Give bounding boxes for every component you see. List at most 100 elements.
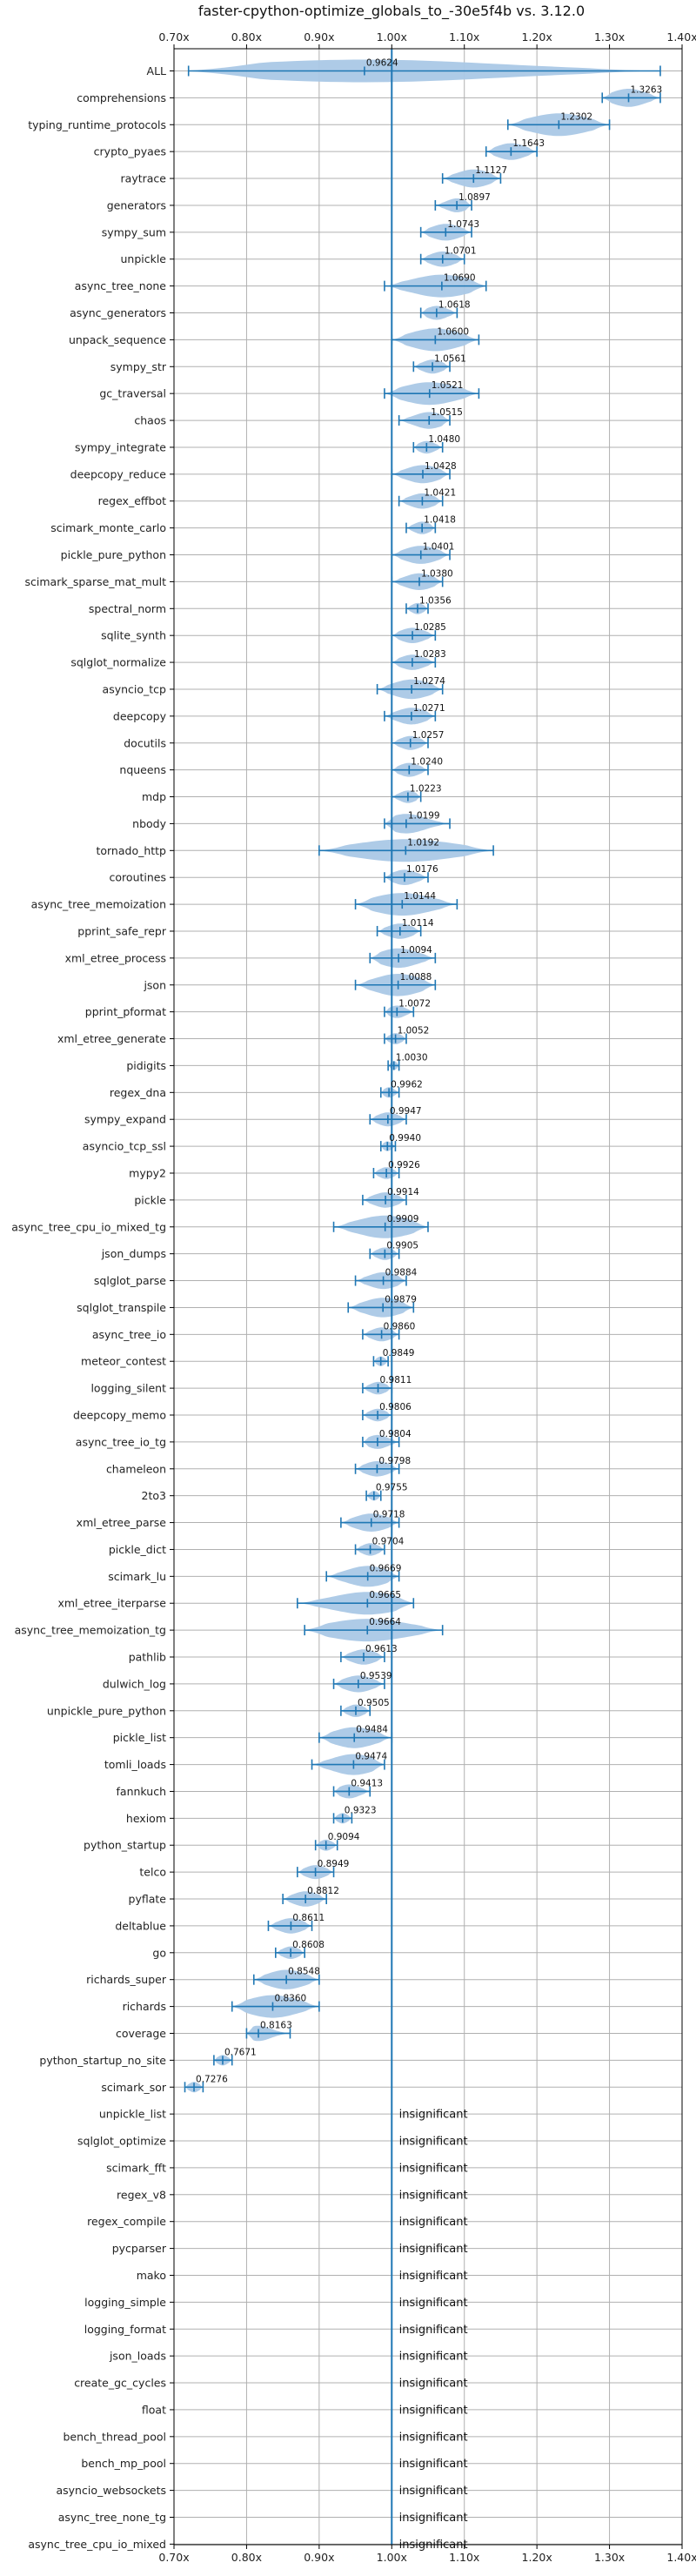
category-label: pycparser (112, 2242, 167, 2255)
insignificant-label: insignificant (399, 2324, 468, 2337)
value-label: 1.0356 (419, 595, 452, 606)
category-label: chaos (134, 414, 166, 427)
category-label: pathlib (129, 1651, 166, 1664)
axis-layer: 0.70x 0.70x 0.80x 0.80x 0.90x 0.90x 1.00x 1.00x… (158, 30, 696, 2564)
value-label: 0.9474 (355, 1752, 387, 1762)
category-label: asyncio_tcp_ssl (83, 1140, 166, 1153)
category-label: go (152, 1946, 166, 1959)
category-label: unpickle (120, 252, 166, 265)
category-label: pprint_safe_repr (77, 924, 167, 937)
x-tick-label-top: 1.20x (522, 30, 552, 44)
value-label: 0.9884 (385, 1268, 418, 1278)
value-label: 0.9914 (387, 1187, 419, 1197)
value-label: 0.9624 (366, 58, 398, 69)
category-label: sqlglot_parse (94, 1274, 166, 1287)
grid-layer (173, 49, 683, 2545)
value-label: 0.9806 (379, 1402, 412, 1412)
insignificant-label: insignificant (399, 2378, 468, 2391)
category-label: scimark_lu (108, 1570, 166, 1583)
category-label: async_tree_io (92, 1328, 166, 1341)
value-label: 0.9755 (376, 1483, 408, 1493)
category-label: coverage (116, 2027, 166, 2040)
value-label: 0.9905 (386, 1241, 418, 1251)
category-label: unpack_sequence (69, 333, 166, 346)
value-label: 0.9664 (369, 1617, 401, 1627)
category-label: pidigits (126, 1059, 166, 1072)
value-label: 0.9413 (351, 1778, 383, 1788)
value-label: 1.0271 (413, 703, 445, 714)
category-label: logging_silent (90, 1382, 166, 1395)
category-label: scimark_sparse_mat_mult (25, 575, 167, 588)
insignificant-label: insignificant (399, 2189, 468, 2202)
category-label: mako (137, 2269, 166, 2282)
value-label: 1.0199 (408, 810, 440, 821)
value-label: 0.8163 (260, 2020, 292, 2030)
value-label: 0.9947 (390, 1106, 422, 1117)
insignificant-label: insignificant (399, 2431, 468, 2444)
category-label: async_tree_memoization (31, 898, 166, 911)
category-label: docutils (124, 736, 166, 749)
category-label: async_tree_io_tg (76, 1435, 166, 1448)
x-tick-label-bottom: 0.90x (304, 2551, 334, 2564)
category-label: pyflate (129, 1893, 167, 1906)
value-label: 1.0480 (428, 434, 460, 445)
category-label: coroutines (110, 871, 166, 884)
x-tick-label-bottom: 1.20x (522, 2551, 552, 2564)
category-label: logging_format (84, 2323, 166, 2336)
category-label: mypy2 (129, 1166, 166, 1179)
x-tick-label-top: 1.40x (666, 30, 696, 44)
value-label: 1.3263 (631, 84, 663, 95)
x-tick-label-bottom: 1.40x (666, 2551, 696, 2564)
category-label: bench_mp_pool (81, 2457, 166, 2470)
category-label: json_dumps (101, 1247, 166, 1260)
category-label: async_tree_memoization_tg (15, 1624, 166, 1637)
value-label: 0.9909 (387, 1214, 419, 1224)
value-label: 0.8949 (318, 1859, 350, 1869)
value-label: 0.9849 (383, 1348, 415, 1358)
category-label: crypto_pyaes (94, 145, 166, 158)
category-label: nbody (132, 817, 166, 830)
category-label: python_startup (84, 1839, 166, 1852)
category-label: fannkuch (117, 1785, 166, 1798)
value-label: 0.9804 (379, 1429, 412, 1439)
value-label: 0.9879 (385, 1294, 417, 1305)
category-label: generators (107, 198, 166, 211)
value-label: 1.0690 (444, 273, 476, 284)
category-label: async_tree_cpu_io_mixed_tg (11, 1220, 166, 1233)
label-layer: ALL 0.9624 comprehensions 1.3263 typing_runt… (11, 58, 662, 2552)
x-tick-label-top: 0.70x (158, 30, 189, 44)
category-label: regex_compile (87, 2215, 166, 2228)
category-label: async_tree_none (75, 279, 167, 292)
value-label: 0.9094 (328, 1832, 360, 1842)
category-label: sympy_sum (102, 225, 166, 238)
value-label: 1.0030 (396, 1052, 428, 1063)
value-label: 0.8812 (307, 1886, 339, 1896)
value-label: 0.8548 (288, 1967, 320, 1977)
value-label: 0.9669 (370, 1563, 402, 1573)
value-label: 1.0515 (431, 407, 463, 418)
category-label: sympy_integrate (75, 440, 166, 453)
category-label: xml_etree_process (65, 951, 166, 964)
value-label: 1.0285 (414, 622, 446, 633)
category-label: create_gc_cycles (74, 2377, 166, 2390)
insignificant-label: insignificant (399, 2512, 468, 2525)
category-label: nqueens (119, 763, 166, 776)
category-label: sympy_str (110, 360, 167, 373)
category-label: sqlglot_transpile (77, 1301, 166, 1314)
value-label: 0.9323 (345, 1805, 377, 1815)
category-label: 2to3 (142, 1489, 166, 1502)
value-label: 1.0421 (424, 488, 456, 499)
category-label: unpickle_pure_python (47, 1704, 166, 1717)
category-label: asyncio_tcp (103, 682, 167, 695)
value-label: 0.7671 (224, 2047, 257, 2057)
value-label: 1.0114 (402, 918, 434, 929)
value-label: 1.0401 (423, 542, 455, 553)
category-label: meteor_contest (81, 1355, 166, 1368)
value-label: 1.1643 (512, 138, 545, 149)
category-label: xml_etree_generate (57, 1032, 166, 1045)
value-label: 1.0192 (407, 837, 439, 848)
category-label: pickle (134, 1193, 166, 1206)
category-label: float (142, 2403, 166, 2416)
value-label: 1.0701 (445, 246, 477, 257)
